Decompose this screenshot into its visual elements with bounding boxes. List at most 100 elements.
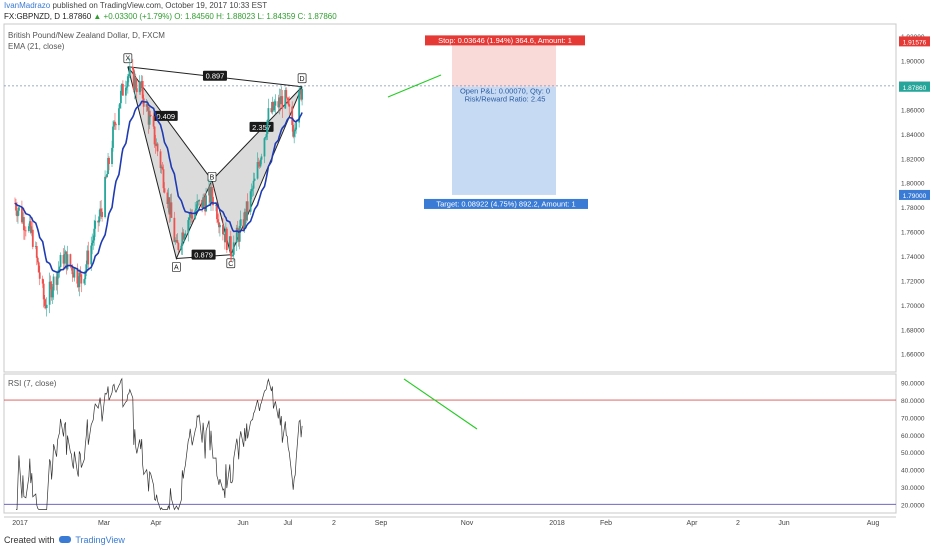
candle-body bbox=[280, 96, 283, 105]
candle-body bbox=[285, 90, 288, 98]
candle-body bbox=[98, 216, 101, 223]
author-link[interactable]: IvanMadrazo bbox=[4, 1, 51, 10]
candle-body bbox=[147, 110, 150, 125]
candle-body bbox=[174, 240, 177, 242]
candle-body bbox=[17, 210, 19, 217]
ratio-ac: 0.879 bbox=[194, 251, 213, 260]
x-tick-label: Jul bbox=[284, 520, 293, 527]
candle-body bbox=[22, 217, 24, 223]
candle-body bbox=[152, 116, 155, 127]
candle-body bbox=[127, 74, 130, 77]
price-tag-bg bbox=[899, 81, 930, 92]
ohlc-close: C: 1.87860 bbox=[297, 12, 337, 21]
candle-body bbox=[256, 162, 259, 179]
candle-body bbox=[239, 219, 242, 226]
candle-body bbox=[38, 272, 41, 279]
candle-body bbox=[196, 201, 199, 209]
candle-body bbox=[301, 89, 303, 100]
candle-body bbox=[175, 240, 178, 241]
rsi-trend-line bbox=[403, 378, 478, 430]
y-tick-label: 1.90000 bbox=[901, 59, 925, 66]
candle-body bbox=[202, 197, 204, 208]
x-tick-label: Aug bbox=[867, 520, 880, 527]
candle-body bbox=[181, 232, 184, 246]
candle-body bbox=[121, 84, 123, 91]
ratio-xb: 0.409 bbox=[156, 112, 175, 121]
candle-body bbox=[253, 178, 256, 181]
candle-body bbox=[45, 304, 48, 309]
tradingview-link[interactable]: TradingView bbox=[75, 535, 125, 545]
ema-line bbox=[14, 100, 303, 274]
candle-body bbox=[23, 217, 25, 231]
candle-body bbox=[105, 176, 107, 178]
symbol: FX:GBPNZD, D bbox=[4, 12, 61, 21]
candle-body bbox=[83, 279, 86, 284]
candle-body bbox=[148, 114, 151, 125]
candle-body bbox=[31, 229, 34, 247]
candle-body bbox=[77, 283, 80, 288]
candle-body bbox=[76, 268, 79, 284]
candle-body bbox=[29, 221, 32, 233]
candle-body bbox=[94, 220, 97, 229]
ratio-xd-bg bbox=[202, 70, 227, 81]
candle-body bbox=[183, 235, 186, 240]
candle-body bbox=[217, 219, 219, 223]
y-tick-label: 1.74000 bbox=[901, 254, 925, 261]
candle-body bbox=[111, 147, 113, 165]
candle-body bbox=[91, 242, 94, 246]
ema-label: EMA (21, close) bbox=[8, 42, 65, 51]
symbol-info: FX:GBPNZD, D 1.87860 ▲ +0.03300 (+1.79%)… bbox=[4, 12, 337, 21]
x-tick-label: Apr bbox=[687, 520, 699, 527]
candle-body bbox=[263, 138, 266, 157]
candle-body bbox=[173, 217, 176, 242]
price-change: ▲ +0.03300 (+1.79%) bbox=[93, 12, 173, 21]
candle-body bbox=[229, 236, 232, 256]
candle-body bbox=[135, 88, 138, 93]
candle-body bbox=[36, 257, 39, 263]
candle-body bbox=[167, 197, 170, 204]
candle-body bbox=[204, 201, 206, 212]
price-tag: 1.91576 bbox=[903, 39, 927, 46]
candle-body bbox=[242, 219, 245, 230]
candle-body bbox=[50, 283, 53, 298]
candle-body bbox=[112, 126, 114, 148]
x-tick-label: 2018 bbox=[549, 520, 565, 527]
rsi-tick-label: 60.0000 bbox=[901, 433, 925, 440]
candle-body bbox=[149, 114, 152, 117]
candle-body bbox=[243, 211, 246, 230]
candle-body bbox=[210, 186, 212, 203]
candle-body bbox=[65, 251, 68, 270]
candle-body bbox=[86, 250, 89, 265]
x-tick-label: Jun bbox=[778, 520, 789, 527]
candle-body bbox=[278, 97, 281, 108]
candle-body bbox=[272, 101, 275, 111]
candle-body bbox=[232, 242, 235, 255]
candle-body bbox=[124, 87, 127, 96]
candle-body bbox=[273, 105, 276, 111]
y-tick-label: 1.68000 bbox=[901, 327, 925, 334]
harmonic-pattern: X A B C D 0.897 0.409 0.879 2.357 bbox=[123, 53, 307, 272]
ratio-xd: 0.897 bbox=[206, 72, 225, 81]
candle-body bbox=[293, 131, 296, 137]
candle-body bbox=[225, 228, 228, 251]
candle-body bbox=[298, 91, 301, 123]
point-label-a: A bbox=[174, 264, 179, 271]
candle-body bbox=[24, 230, 27, 232]
x-tick-label: Sep bbox=[375, 520, 388, 527]
candle-body bbox=[64, 251, 67, 254]
x-tick-label: Jun bbox=[237, 520, 248, 527]
x-tick-label: 2 bbox=[332, 520, 336, 527]
candle-body bbox=[299, 90, 302, 92]
candle-body bbox=[237, 232, 240, 242]
candle-body bbox=[69, 254, 72, 266]
candle-body bbox=[49, 281, 52, 284]
candle-body bbox=[251, 188, 254, 190]
candle-body bbox=[51, 290, 54, 298]
x-tick-label: 2017 bbox=[12, 520, 28, 527]
rsi-panel-frame bbox=[3, 373, 897, 514]
candle-body bbox=[122, 84, 124, 96]
candle-body bbox=[231, 254, 234, 257]
candle-body bbox=[182, 232, 185, 240]
candle-body bbox=[23, 230, 26, 231]
